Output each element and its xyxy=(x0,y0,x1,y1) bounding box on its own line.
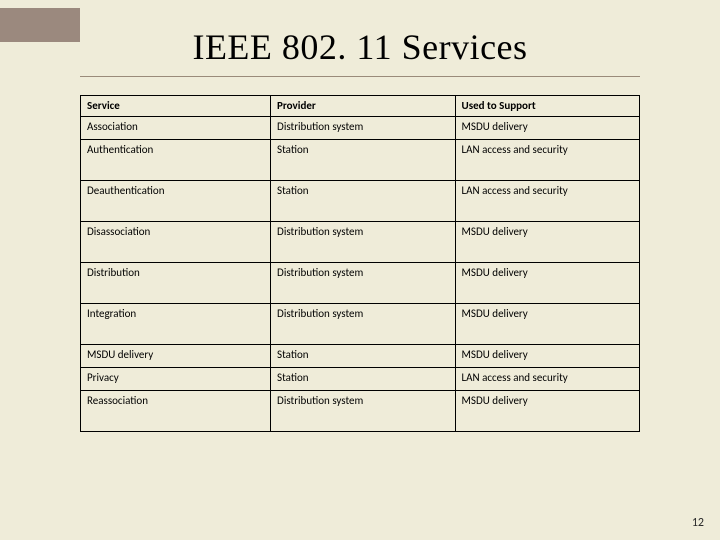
table-cell: LAN access and security xyxy=(455,140,639,181)
table-row: AuthenticationStationLAN access and secu… xyxy=(81,140,640,181)
table-row: DistributionDistribution systemMSDU deli… xyxy=(81,263,640,304)
table-cell: MSDU delivery xyxy=(455,222,639,263)
col-header-provider: Provider xyxy=(271,96,455,117)
table-row: ReassociationDistribution systemMSDU del… xyxy=(81,391,640,432)
table-cell: Distribution system xyxy=(271,222,455,263)
table-container: Service Provider Used to Support Associa… xyxy=(80,95,640,432)
table-cell: MSDU delivery xyxy=(455,263,639,304)
table-cell: MSDU delivery xyxy=(455,117,639,140)
table-cell: MSDU delivery xyxy=(455,391,639,432)
table-body: AssociationDistribution systemMSDU deliv… xyxy=(81,117,640,432)
slide-title: IEEE 802. 11 Services xyxy=(0,0,720,76)
table-cell: Station xyxy=(271,181,455,222)
table-row: DeauthenticationStationLAN access and se… xyxy=(81,181,640,222)
table-cell: Distribution system xyxy=(271,117,455,140)
table-cell: Distribution xyxy=(81,263,271,304)
table-cell: Integration xyxy=(81,304,271,345)
table-cell: Station xyxy=(271,368,455,391)
table-cell: MSDU delivery xyxy=(81,345,271,368)
table-cell: Deauthentication xyxy=(81,181,271,222)
table-cell: Distribution system xyxy=(271,304,455,345)
table-row: DisassociationDistribution systemMSDU de… xyxy=(81,222,640,263)
table-cell: Station xyxy=(271,345,455,368)
col-header-service: Service xyxy=(81,96,271,117)
table-cell: Reassociation xyxy=(81,391,271,432)
page-number: 12 xyxy=(692,516,704,530)
table-header-row: Service Provider Used to Support xyxy=(81,96,640,117)
table-cell: Distribution system xyxy=(271,391,455,432)
table-cell: Privacy xyxy=(81,368,271,391)
table-row: MSDU deliveryStationMSDU delivery xyxy=(81,345,640,368)
table-row: IntegrationDistribution systemMSDU deliv… xyxy=(81,304,640,345)
accent-block xyxy=(0,8,80,42)
table-cell: MSDU delivery xyxy=(455,345,639,368)
table-cell: LAN access and security xyxy=(455,368,639,391)
table-cell: MSDU delivery xyxy=(455,304,639,345)
table-row: PrivacyStationLAN access and security xyxy=(81,368,640,391)
table-row: AssociationDistribution systemMSDU deliv… xyxy=(81,117,640,140)
table-cell: LAN access and security xyxy=(455,181,639,222)
services-table: Service Provider Used to Support Associa… xyxy=(80,95,640,432)
table-cell: Association xyxy=(81,117,271,140)
slide: IEEE 802. 11 Services Service Provider U… xyxy=(0,0,720,540)
table-cell: Station xyxy=(271,140,455,181)
table-cell: Disassociation xyxy=(81,222,271,263)
col-header-used-to-support: Used to Support xyxy=(455,96,639,117)
table-cell: Authentication xyxy=(81,140,271,181)
title-underline xyxy=(80,76,640,77)
table-cell: Distribution system xyxy=(271,263,455,304)
